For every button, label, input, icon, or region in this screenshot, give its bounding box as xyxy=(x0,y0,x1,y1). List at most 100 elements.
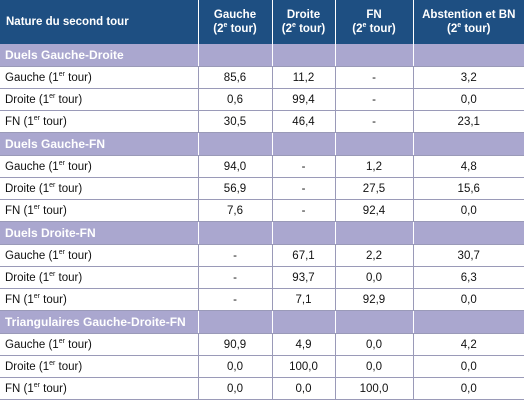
section-spacer-cell xyxy=(272,221,336,245)
table-row: Gauche (1er tour) 90,9 4,9 0,0 4,2 xyxy=(0,333,524,356)
value-cell: - xyxy=(335,66,414,89)
value-cell: 3,2 xyxy=(413,66,524,89)
value-cell: 15,6 xyxy=(413,177,524,200)
section-spacer-cell xyxy=(413,221,524,245)
value-cell: 1,2 xyxy=(335,155,414,178)
value-cell: 99,4 xyxy=(272,88,336,111)
value-cell: 0,0 xyxy=(335,333,414,356)
table-row: Droite (1er tour) 56,9-27,5 15,6 xyxy=(0,177,524,200)
value-cell: 93,7 xyxy=(272,266,336,289)
value-cell: - xyxy=(335,88,414,111)
table-row: Droite (1er tour) -93,7 0,0 6,3 xyxy=(0,266,524,289)
value-cell: 23,1 xyxy=(413,110,524,133)
value-cell: - xyxy=(198,244,273,267)
section-spacer-cell xyxy=(413,132,524,156)
row-label: Gauche (1er tour) xyxy=(0,155,199,178)
row-label: FN (1er tour) xyxy=(0,288,199,311)
value-cell: 85,6 xyxy=(198,66,273,89)
value-cell: - xyxy=(272,199,336,222)
table-row: Droite (1er tour) 0,0 100,0 0,0 0,0 xyxy=(0,355,524,378)
value-cell: 0,0 xyxy=(413,199,524,222)
value-cell: - xyxy=(272,155,336,178)
section-spacer-cell xyxy=(413,44,524,67)
section-row: Duels Droite-FN xyxy=(0,221,524,245)
section-row: Duels Gauche-FN xyxy=(0,132,524,156)
header-fn: FN (2e tour) xyxy=(335,0,414,44)
value-cell: - xyxy=(198,266,273,289)
table-row: FN (1er tour) 30,5 46,4-23,1 xyxy=(0,110,524,133)
row-label: Gauche (1er tour) xyxy=(0,333,199,356)
section-spacer-cell xyxy=(272,44,336,67)
section-title: Duels Gauche-FN xyxy=(0,132,199,156)
section-spacer-cell xyxy=(272,132,336,156)
section-spacer-cell xyxy=(198,132,273,156)
value-cell: 0,0 xyxy=(198,355,273,378)
section-spacer-cell xyxy=(335,221,414,245)
section-spacer-cell xyxy=(335,310,414,334)
row-label: FN (1er tour) xyxy=(0,199,199,222)
value-cell: 92,4 xyxy=(335,199,414,222)
value-cell: 27,5 xyxy=(335,177,414,200)
table-body: Duels Gauche-Droite Gauche (1er tour) 85,6… xyxy=(0,44,524,400)
value-cell: 4,8 xyxy=(413,155,524,178)
value-cell: 0,0 xyxy=(335,266,414,289)
value-cell: 92,9 xyxy=(335,288,414,311)
section-spacer-cell xyxy=(413,310,524,334)
value-cell: 56,9 xyxy=(198,177,273,200)
value-cell: - xyxy=(272,177,336,200)
section-row: Triangulaires Gauche-Droite-FN xyxy=(0,310,524,334)
row-label: FN (1er tour) xyxy=(0,377,199,400)
section-spacer-cell xyxy=(198,221,273,245)
table-row: Gauche (1er tour) 85,6 11,2-3,2 xyxy=(0,66,524,89)
value-cell: 2,2 xyxy=(335,244,414,267)
table-row: FN (1er tour) 7,6-92,4 0,0 xyxy=(0,199,524,222)
row-label: Gauche (1er tour) xyxy=(0,244,199,267)
header-droite: Droite (2e tour) xyxy=(272,0,336,44)
value-cell: 7,1 xyxy=(272,288,336,311)
value-cell: 11,2 xyxy=(272,66,336,89)
value-cell: 0,0 xyxy=(335,355,414,378)
row-label: Droite (1er tour) xyxy=(0,266,199,289)
header-gauche: Gauche (2e tour) xyxy=(198,0,273,44)
value-cell: 0,0 xyxy=(413,88,524,111)
section-spacer-cell xyxy=(335,44,414,67)
row-label: Droite (1er tour) xyxy=(0,355,199,378)
value-cell: 0,0 xyxy=(413,355,524,378)
section-spacer-cell xyxy=(335,132,414,156)
table-row: FN (1er tour) 0,0 0,0 100,0 0,0 xyxy=(0,377,524,400)
section-spacer-cell xyxy=(272,310,336,334)
section-row: Duels Gauche-Droite xyxy=(0,44,524,67)
table-row: Gauche (1er tour) -67,1 2,2 30,7 xyxy=(0,244,524,267)
value-cell: 46,4 xyxy=(272,110,336,133)
value-cell: 100,0 xyxy=(335,377,414,400)
table-row: FN (1er tour) -7,1 92,9 0,0 xyxy=(0,288,524,311)
value-cell: 90,9 xyxy=(198,333,273,356)
value-cell: 67,1 xyxy=(272,244,336,267)
row-label: Droite (1er tour) xyxy=(0,177,199,200)
value-cell: 30,5 xyxy=(198,110,273,133)
value-cell: 0,0 xyxy=(413,288,524,311)
header-nature-second-tour: Nature du second tour xyxy=(0,0,199,44)
value-cell: 4,9 xyxy=(272,333,336,356)
section-title: Duels Gauche-Droite xyxy=(0,44,199,67)
row-label: Droite (1er tour) xyxy=(0,88,199,111)
row-label: Gauche (1er tour) xyxy=(0,66,199,89)
header-abstention: Abstention et BN (2e tour) xyxy=(413,0,524,44)
value-cell: 0,0 xyxy=(413,377,524,400)
table-row: Droite (1er tour) 0,6 99,4-0,0 xyxy=(0,88,524,111)
value-cell: 6,3 xyxy=(413,266,524,289)
section-title: Duels Droite-FN xyxy=(0,221,199,245)
header-row: Nature du second tour Gauche (2e tour) Dr… xyxy=(0,0,524,44)
value-cell: 100,0 xyxy=(272,355,336,378)
value-cell: - xyxy=(335,110,414,133)
table-row: Gauche (1er tour) 94,0-1,2 4,8 xyxy=(0,155,524,178)
section-title: Triangulaires Gauche-Droite-FN xyxy=(0,310,199,334)
value-cell: 7,6 xyxy=(198,199,273,222)
section-spacer-cell xyxy=(198,310,273,334)
value-cell: 0,6 xyxy=(198,88,273,111)
value-cell: 0,0 xyxy=(272,377,336,400)
value-cell: - xyxy=(198,288,273,311)
value-cell: 94,0 xyxy=(198,155,273,178)
value-cell: 0,0 xyxy=(198,377,273,400)
